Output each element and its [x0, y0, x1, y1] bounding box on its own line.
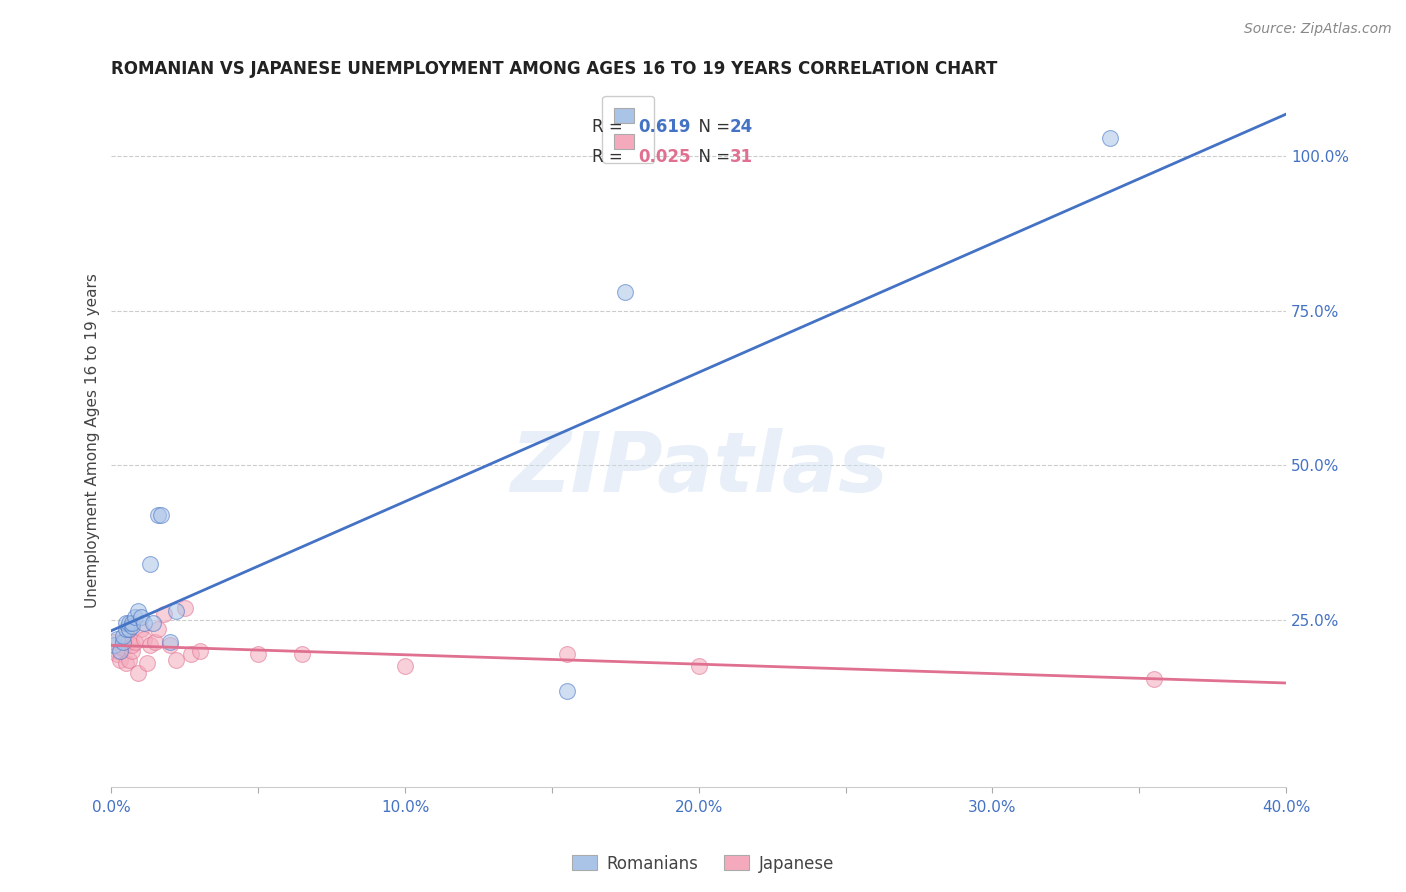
- Text: 0.619: 0.619: [638, 119, 692, 136]
- Point: [188, 644, 211, 658]
- Point: [129, 610, 152, 624]
- Point: [105, 644, 128, 658]
- Point: [127, 604, 149, 618]
- Point: [138, 638, 160, 652]
- Point: [247, 647, 270, 661]
- Point: [118, 634, 141, 648]
- Point: [138, 558, 160, 572]
- Legend: , : ,: [602, 95, 654, 162]
- Text: 24: 24: [730, 119, 754, 136]
- Point: [614, 285, 637, 300]
- Point: [148, 623, 170, 637]
- Point: [1098, 130, 1121, 145]
- Point: [118, 623, 141, 637]
- Point: [121, 616, 143, 631]
- Text: Source: ZipAtlas.com: Source: ZipAtlas.com: [1244, 22, 1392, 37]
- Text: 31: 31: [730, 147, 754, 166]
- Point: [394, 659, 416, 673]
- Point: [121, 644, 143, 658]
- Text: ROMANIAN VS JAPANESE UNEMPLOYMENT AMONG AGES 16 TO 19 YEARS CORRELATION CHART: ROMANIAN VS JAPANESE UNEMPLOYMENT AMONG …: [111, 60, 998, 78]
- Legend: Romanians, Japanese: Romanians, Japanese: [565, 848, 841, 880]
- Text: R =: R =: [592, 119, 628, 136]
- Point: [112, 634, 135, 648]
- Text: ZIPatlas: ZIPatlas: [510, 428, 887, 509]
- Point: [145, 634, 167, 648]
- Point: [688, 659, 710, 673]
- Point: [132, 632, 155, 646]
- Point: [555, 684, 578, 698]
- Point: [165, 653, 187, 667]
- Text: 0.025: 0.025: [638, 147, 692, 166]
- Point: [180, 647, 202, 661]
- Point: [159, 634, 181, 648]
- Point: [115, 628, 138, 642]
- Text: R =: R =: [592, 147, 628, 166]
- Point: [112, 640, 135, 655]
- Point: [129, 623, 152, 637]
- Point: [165, 604, 187, 618]
- Point: [1143, 672, 1166, 686]
- Point: [105, 647, 128, 661]
- Text: N =: N =: [688, 147, 735, 166]
- Y-axis label: Unemployment Among Ages 16 to 19 years: Unemployment Among Ages 16 to 19 years: [86, 273, 100, 608]
- Point: [115, 657, 138, 671]
- Point: [118, 653, 141, 667]
- Point: [141, 616, 163, 631]
- Point: [110, 644, 132, 658]
- Point: [132, 616, 155, 631]
- Point: [124, 634, 146, 648]
- Point: [115, 623, 138, 637]
- Point: [115, 616, 138, 631]
- Point: [148, 508, 170, 522]
- Point: [124, 610, 146, 624]
- Point: [110, 653, 132, 667]
- Point: [150, 508, 173, 522]
- Point: [153, 607, 176, 621]
- Point: [173, 600, 195, 615]
- Point: [291, 647, 314, 661]
- Point: [555, 647, 578, 661]
- Point: [121, 619, 143, 633]
- Point: [112, 628, 135, 642]
- Point: [121, 638, 143, 652]
- Point: [159, 638, 181, 652]
- Text: N =: N =: [688, 119, 735, 136]
- Point: [135, 657, 157, 671]
- Point: [103, 638, 125, 652]
- Point: [103, 634, 125, 648]
- Point: [105, 632, 128, 646]
- Point: [127, 665, 149, 680]
- Point: [118, 616, 141, 631]
